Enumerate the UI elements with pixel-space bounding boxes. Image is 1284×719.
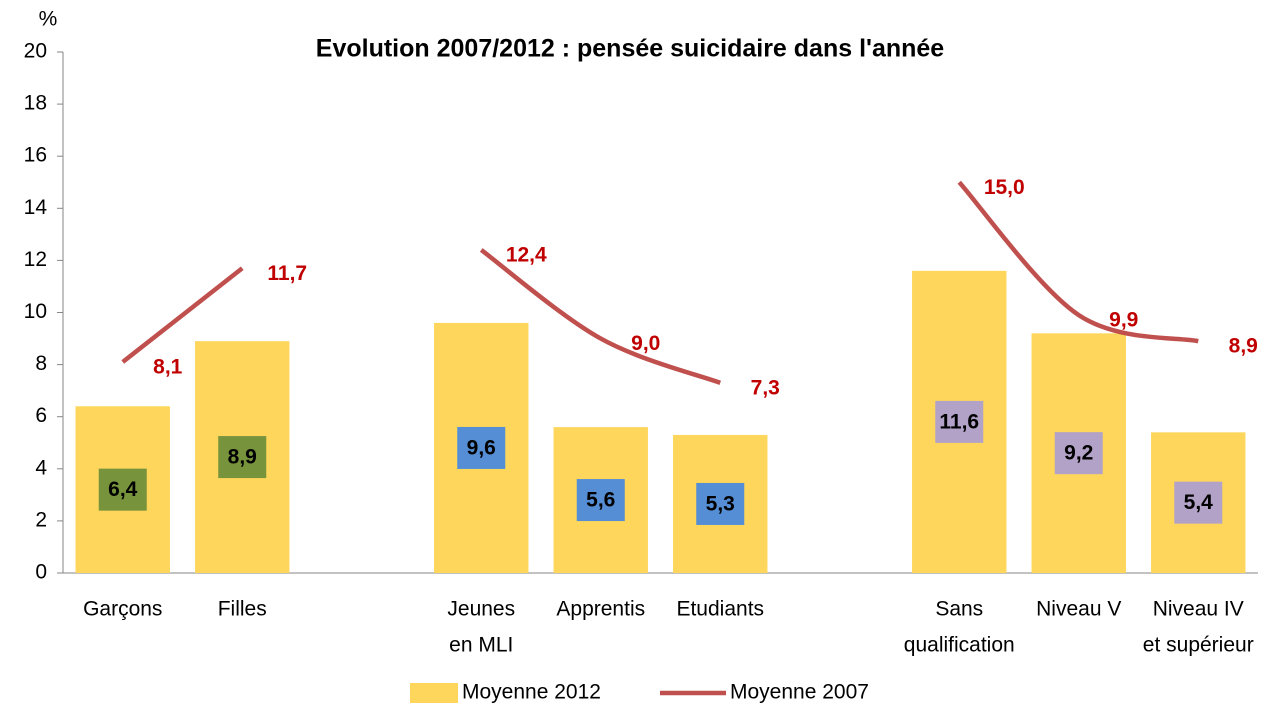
y-tick-label: 2	[35, 508, 47, 531]
data-label-box	[576, 479, 625, 522]
y-tick-label: 4	[35, 456, 47, 479]
y-tick-label: 16	[24, 144, 47, 167]
data-label: 11,7	[267, 262, 307, 285]
data-label: 8,9	[228, 446, 257, 469]
data-label: 9,0	[631, 332, 660, 355]
x-tick-label: Niveau IV	[1153, 598, 1244, 621]
legend-label: Moyenne 2012	[462, 681, 601, 704]
data-label: 9,9	[1109, 309, 1138, 332]
y-tick-label: 20	[24, 40, 47, 63]
data-label-box	[935, 400, 984, 443]
data-label-box	[1054, 432, 1103, 475]
x-tick-label: Filles	[218, 598, 267, 621]
legend-label: Moyenne 2007	[730, 681, 869, 704]
data-label: 8,1	[153, 356, 183, 379]
y-tick-label: 6	[35, 404, 47, 427]
y-tick-label: 12	[24, 248, 47, 271]
data-label: 9,6	[467, 437, 496, 460]
data-label: 12,4	[506, 244, 547, 267]
y-tick-label: 18	[24, 92, 47, 115]
data-label-box	[98, 468, 147, 511]
x-tick-label: Jeunes	[447, 598, 515, 621]
data-label: 5,6	[586, 489, 615, 512]
data-label: 9,2	[1064, 442, 1093, 465]
x-tick-label: Apprentis	[556, 598, 645, 621]
data-label: 15,0	[984, 176, 1025, 199]
data-label: 5,4	[1184, 491, 1214, 514]
y-tick-label: 0	[35, 561, 47, 584]
data-label-box	[218, 436, 267, 479]
line	[121, 180, 1199, 385]
y-tick-label: 10	[24, 300, 47, 323]
data-label: 5,3	[706, 493, 735, 516]
chart-title: Evolution 2007/2012 : pensée suicidaire …	[316, 35, 945, 63]
x-tick-label: Niveau V	[1036, 598, 1121, 621]
y-unit: %	[39, 8, 58, 31]
x-tick-label: Sans	[935, 598, 983, 621]
data-label-box	[1174, 481, 1223, 524]
data-label-box	[696, 482, 745, 525]
x-tick-label: en MLI	[449, 634, 513, 657]
data-label-box	[457, 426, 506, 469]
data-label: 7,3	[751, 376, 780, 399]
x-tick-label: et supérieur	[1143, 634, 1254, 657]
data-label: 6,4	[108, 478, 138, 501]
x-tick-label: qualification	[904, 634, 1015, 657]
data-label: 8,9	[1229, 335, 1258, 358]
y-tick-label: 14	[24, 196, 48, 219]
y-tick-label: 8	[35, 352, 47, 375]
data-label: 11,6	[939, 410, 979, 433]
x-tick-label: Garçons	[83, 598, 162, 621]
legend-swatch	[410, 683, 458, 703]
x-tick-label: Etudiants	[676, 598, 764, 621]
